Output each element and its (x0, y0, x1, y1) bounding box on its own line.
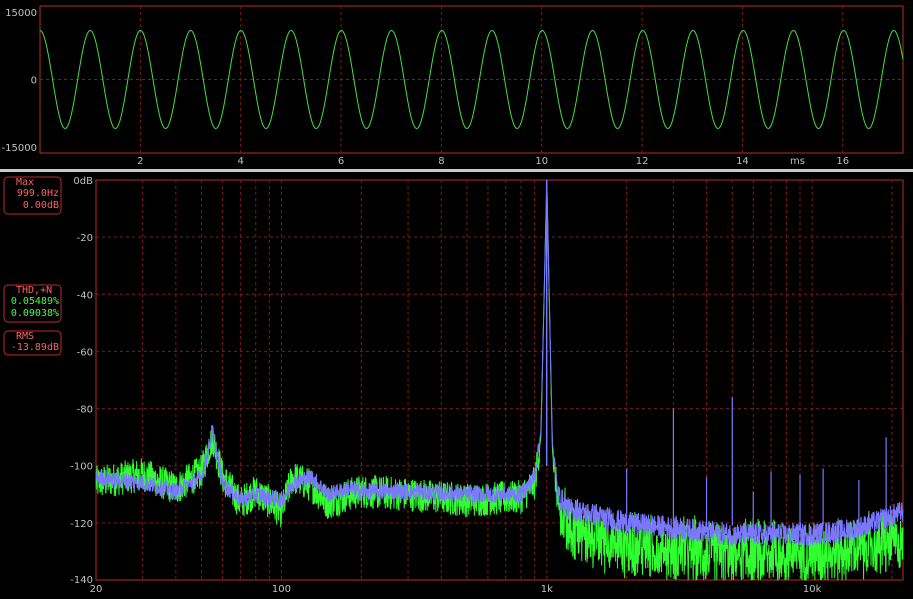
spectrum-y-tick-label: -120 (70, 519, 93, 530)
waveform-y-tick-label: 0 (31, 76, 37, 87)
spectrum-y-tick-label: -100 (70, 462, 93, 473)
spectrum-panel: 0dB -20 -40 -60 -80 -100 -120 -140 20 100 1k 10k (70, 176, 904, 595)
max-level-value: 0.00dB (23, 200, 59, 211)
waveform-y-ticks: 15000 0 -15000 (2, 8, 37, 154)
waveform-x-tick-label: 6 (338, 156, 344, 167)
rms-readout: RMS -13.89dB (3, 330, 62, 356)
spectrum-series (95, 180, 904, 581)
waveform-x-ticks: 2 4 6 8 10 12 14 16 (137, 156, 849, 167)
waveform-x-tick-label: 8 (438, 156, 444, 167)
waveform-y-tick-label: 15000 (5, 8, 37, 19)
max-readout-box (3, 176, 62, 215)
spectrum-grid (96, 180, 903, 580)
waveform-line (39, 29, 904, 130)
spectrum-x-ticks: 20 100 1k 10k (90, 584, 822, 595)
waveform-x-tick-label: 16 (836, 156, 849, 167)
thd-readout-box (3, 284, 62, 323)
spectrum-frame (95, 179, 904, 581)
max-readout-title: Max (16, 177, 34, 188)
spectrum-y-ticks: 0dB -20 -40 -60 -80 -100 -120 -140 (70, 176, 93, 586)
spectrum-y-tick-label: 0dB (73, 176, 93, 187)
spectrum-y-tick-label: -80 (77, 405, 93, 416)
max-readout: Max 999.0Hz 0.00dB (3, 176, 62, 215)
waveform-x-tick-label: 14 (736, 156, 749, 167)
spectrum-x-tick-label: 10k (803, 584, 822, 595)
waveform-x-unit-label: ms (790, 156, 805, 167)
spectrum-y-tick-label: -20 (77, 233, 93, 244)
rms-readout-title: RMS (16, 331, 34, 342)
waveform-x-tick-label: 10 (535, 156, 548, 167)
spectrum-series-blue (95, 185, 904, 546)
waveform-x-tick-label: 4 (238, 156, 244, 167)
spectrum-x-tick-label: 1k (541, 584, 553, 595)
waveform-y-tick-label: -15000 (2, 143, 37, 154)
spectrum-x-tick-label: 100 (272, 584, 291, 595)
spectrum-y-tick-label: -140 (70, 575, 93, 586)
thd-readout-title: THD,+N (16, 285, 52, 296)
thd-value-1: 0.05489% (11, 296, 59, 307)
spectrum-y-tick-label: -40 (77, 290, 93, 301)
spectrum-y-tick-label: -60 (77, 347, 93, 358)
waveform-panel: 15000 0 -15000 2 4 6 8 10 12 14 16 ms (2, 5, 904, 167)
panel-divider[interactable] (0, 169, 913, 172)
thd-value-2: 0.09038% (11, 308, 59, 319)
thd-readout: THD,+N 0.05489% 0.09038% (3, 284, 62, 323)
rms-readout-box (3, 330, 62, 356)
waveform-x-tick-label: 12 (636, 156, 649, 167)
spectrum-x-tick-label: 20 (90, 584, 103, 595)
max-freq-value: 999.0Hz (17, 188, 59, 199)
waveform-x-tick-label: 2 (137, 156, 143, 167)
rms-value: -13.89dB (11, 342, 59, 353)
